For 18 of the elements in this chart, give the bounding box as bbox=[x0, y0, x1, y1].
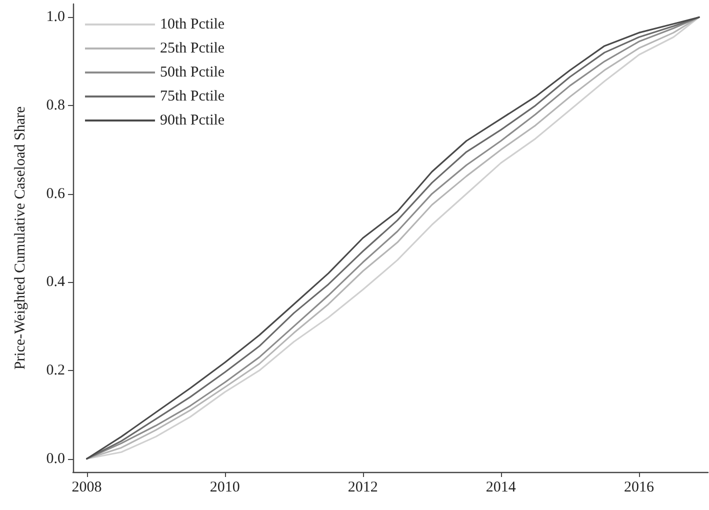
legend-label: 50th Pctile bbox=[160, 64, 225, 80]
x-tick-label: 2010 bbox=[210, 480, 240, 496]
y-tick-label: 0.8 bbox=[46, 98, 65, 114]
line-series bbox=[86, 16, 700, 460]
legend-label: 90th Pctile bbox=[160, 112, 225, 128]
y-tick-label: 0.6 bbox=[46, 186, 66, 202]
x-tick-label: 2016 bbox=[624, 480, 654, 496]
y-tick-label: 1.0 bbox=[46, 9, 65, 26]
y-tick-label: 0.2 bbox=[46, 362, 65, 378]
legend-label: 10th Pctile bbox=[160, 16, 225, 32]
x-tick-label: 2008 bbox=[72, 480, 102, 496]
x-tick-label: 2014 bbox=[486, 480, 516, 496]
x-tick-label: 2012 bbox=[348, 480, 378, 496]
legend-label: 25th Pctile bbox=[160, 40, 225, 56]
y-tick-label: 0.0 bbox=[46, 450, 65, 467]
y-axis-title: Price-Weighted Cumulative Caseload Share bbox=[12, 106, 28, 370]
y-tick-label: 0.4 bbox=[46, 274, 66, 290]
legend-label: 75th Pctile bbox=[160, 88, 225, 104]
